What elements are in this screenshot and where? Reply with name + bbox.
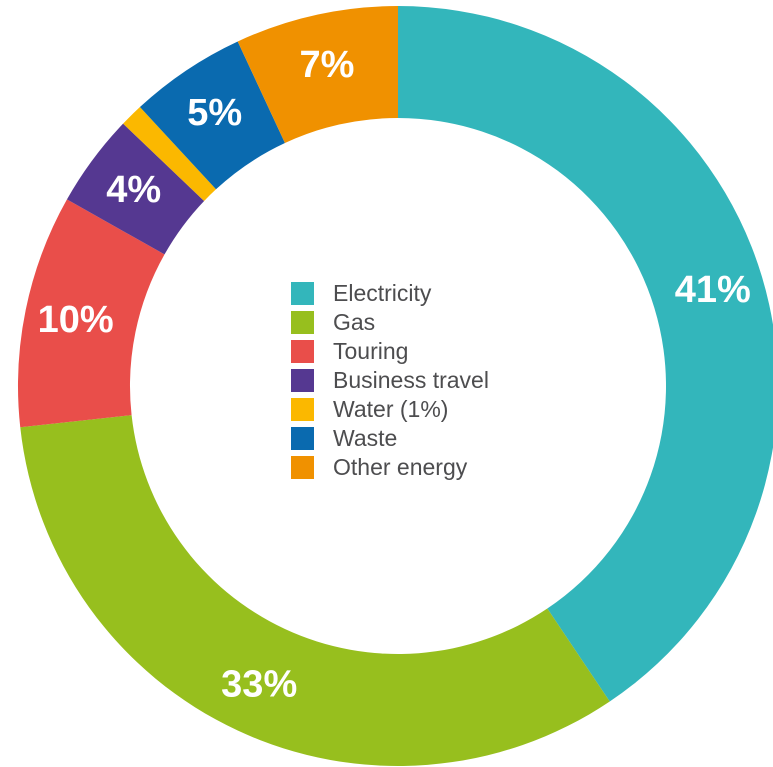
legend-swatch <box>291 340 314 363</box>
legend-label: Other energy <box>333 454 468 480</box>
legend-item-touring: Touring <box>291 337 489 366</box>
slice-other-energy <box>237 6 398 144</box>
legend-label: Gas <box>333 309 376 335</box>
legend-item-other-energy: Other energy <box>291 453 489 482</box>
legend-label: Touring <box>333 338 409 364</box>
legend-swatch <box>291 369 314 392</box>
legend-swatch <box>291 456 314 479</box>
slice-label-electricity: 41% <box>675 269 751 311</box>
legend-swatch <box>291 282 314 305</box>
slice-water-1 <box>123 107 217 201</box>
legend-label: Business travel <box>333 367 489 393</box>
slice-electricity <box>398 6 773 702</box>
donut-slices <box>17 6 773 767</box>
slice-label-other-energy: 7% <box>299 44 354 86</box>
legend-label: Electricity <box>333 280 432 306</box>
legend-label: Waste <box>333 425 398 451</box>
chart-legend: Electricity Gas Touring Business travel Wate… <box>291 279 489 482</box>
legend-item-waste: Waste <box>291 424 489 453</box>
legend-item-water-1: Water (1%) <box>291 395 489 424</box>
slice-label-gas: 33% <box>221 663 297 705</box>
slice-labels: 41% 33% 10% 4% 5% 7% <box>38 44 751 706</box>
legend-item-business-travel: Business travel <box>291 366 489 395</box>
slice-business-travel <box>66 123 205 255</box>
slice-label-touring: 10% <box>38 299 114 341</box>
slice-gas <box>20 415 610 767</box>
legend-label: Water (1%) <box>333 396 449 422</box>
slice-touring <box>17 199 165 428</box>
legend-swatch <box>291 311 314 334</box>
legend-item-electricity: Electricity <box>291 279 489 308</box>
legend-swatch <box>291 398 314 421</box>
legend-item-gas: Gas <box>291 308 489 337</box>
slice-label-business-travel: 4% <box>106 169 161 211</box>
legend-swatch <box>291 427 314 450</box>
slice-waste <box>139 41 285 190</box>
slice-label-waste: 5% <box>187 92 242 134</box>
